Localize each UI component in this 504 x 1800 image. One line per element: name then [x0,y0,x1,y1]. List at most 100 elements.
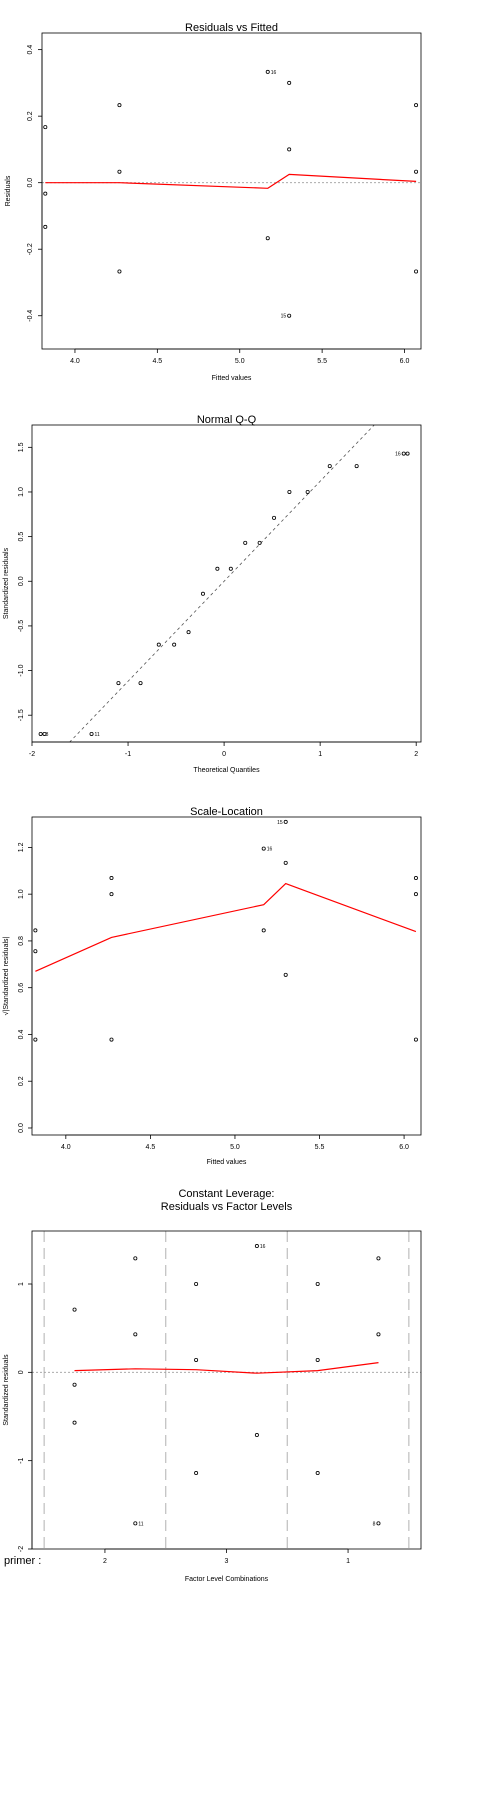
point-label: 15 [277,820,283,826]
y-tick-label: 0.0 [18,1123,25,1133]
y-tick-label: -0.5 [18,620,25,632]
data-point [261,846,266,851]
smoother-line [45,173,417,189]
data-point [315,1282,320,1287]
y-tick-label: 0.4 [27,45,34,55]
data-point [43,125,48,130]
y-tick-label: -0.4 [27,310,34,322]
data-point [376,1521,381,1526]
data-point [215,566,220,571]
y-tick-label: 0.2 [27,111,34,121]
y-tick-label: 0.6 [18,983,25,993]
data-point [265,69,270,74]
x-tick-label: 2 [414,751,418,758]
x-tick-label: 4.0 [61,1144,71,1151]
panel-3: Scale-Location 15 16 4.0 4.5 5.0 5.5 6.0 0.0 0.2 0… [2,806,422,1166]
point-label: 16 [267,847,273,853]
data-point [228,566,233,571]
x-tick-label: 1 [346,1558,350,1565]
data-point [376,1256,381,1261]
data-point [42,731,47,736]
x-tick-label: 5.5 [315,1144,325,1151]
plot-frame [31,424,422,743]
plot-frame [31,816,422,1136]
panel-4: Constant Leverage:Residuals vs Factor Le… [3,1188,422,1583]
x-tick-label: 2 [103,1558,107,1565]
data-point [283,860,288,865]
data-point [117,269,122,274]
x-tick-label: 1 [318,751,322,758]
data-point [138,681,143,686]
data-point [200,591,205,596]
data-point [33,949,38,954]
data-point [33,928,38,933]
data-point [194,1471,199,1476]
data-point [109,876,114,881]
data-point [194,1357,199,1362]
x-tick-label: 6.0 [400,358,410,365]
panel-1: Residuals vs Fitted 16 15 4.0 4.5 5.0 5.5 6.0 -0… [5,22,422,382]
y-axis-label: Residuals [5,175,12,206]
y-tick-label: 1.0 [18,487,25,497]
x-tick-label: 4.0 [70,358,80,365]
y-tick-label: 0.2 [18,1076,25,1086]
point-label: 11 [138,1521,143,1527]
data-point [283,972,288,977]
data-point [414,103,419,108]
x-axis-label: Factor Level Combinations [185,1576,269,1583]
data-point [72,1382,77,1387]
data-point [413,892,418,897]
x-tick-label: 3 [225,1558,229,1565]
data-point [254,1433,259,1438]
y-tick-label: 0.8 [18,936,25,946]
x-tick-label: 0 [222,751,226,758]
data-point [265,236,270,241]
y-tick-label: -0.2 [27,243,34,255]
x-axis-label: Fitted values [207,1159,247,1166]
panel-2: Normal Q-Q 8 11 16 -2 -1 0 1 2 -1.5 -1.0 -0.5 0.0 0.5… [3,414,422,774]
data-point [401,451,406,456]
data-point [405,451,410,456]
x-tick-label: 5.0 [230,1144,240,1151]
point-label: 16 [395,452,401,458]
point-label: 16 [271,70,277,76]
y-tick-label: -1.5 [18,709,25,721]
qq-reference-line [69,425,375,742]
smoother-line [35,882,417,972]
data-point [272,515,277,520]
y-tick-label: -1.0 [18,664,25,676]
y-tick-label: 1.5 [18,442,25,452]
data-point [413,876,418,881]
x-axis-label: Theoretical Quantiles [193,767,260,774]
y-tick-label: -1 [18,1457,25,1463]
x-tick-label: -1 [125,751,131,758]
data-point [315,1471,320,1476]
point-label: 8 [46,732,49,738]
data-point [315,1357,320,1362]
data-point [257,540,262,545]
data-point [327,464,332,469]
y-tick-label: 0.0 [18,576,25,586]
data-point [283,819,288,824]
y-tick-label: 0 [18,1370,25,1374]
data-point [117,169,122,174]
data-point [287,489,292,494]
data-point [72,1420,77,1425]
x-axis-label: Fitted values [212,375,252,382]
data-point [133,1256,138,1261]
x-tick-label: 6.0 [399,1144,409,1151]
y-tick-label: 0.5 [18,532,25,542]
plot-title: Normal Q-Q [197,414,257,426]
point-label: 11 [95,732,100,738]
x-tick-label: 5.0 [235,358,245,365]
data-point [287,313,292,318]
data-point [254,1244,259,1249]
y-tick-label: 1.2 [18,842,25,852]
smoother-line [74,1362,379,1374]
data-point [305,489,310,494]
data-point [172,642,177,647]
plot-subtitle: Residuals vs Factor Levels [161,1201,293,1213]
x-tick-label: -2 [29,751,35,758]
x-tick-label: 4.5 [152,358,162,365]
data-point [38,731,43,736]
